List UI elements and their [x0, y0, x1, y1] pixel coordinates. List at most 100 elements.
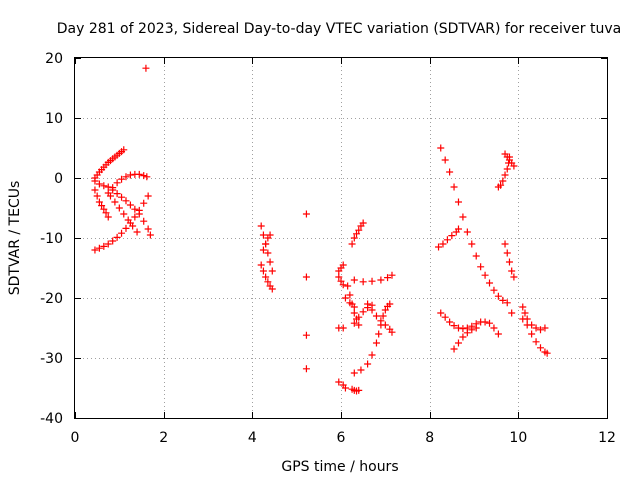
data-point — [384, 274, 392, 282]
data-point — [459, 333, 467, 341]
data-point — [95, 198, 103, 206]
y-tick-label: 20 — [45, 51, 63, 67]
y-tick-label: -10 — [40, 231, 63, 247]
data-point — [381, 306, 389, 314]
x-tick-label: 0 — [71, 430, 80, 446]
data-point — [494, 330, 502, 338]
data-point — [437, 144, 445, 152]
data-point — [377, 317, 385, 325]
data-point — [109, 237, 117, 245]
data-point — [372, 339, 380, 347]
data-point — [350, 303, 358, 311]
data-point — [350, 319, 358, 327]
data-point — [104, 213, 112, 221]
data-point — [100, 242, 108, 250]
data-point — [490, 324, 498, 332]
data-point — [257, 222, 265, 230]
x-tick-label: 12 — [598, 430, 616, 446]
data-point — [386, 300, 394, 308]
chart-title: Day 281 of 2023, Sidereal Day-to-day VTE… — [57, 21, 621, 37]
data-point — [477, 263, 485, 271]
data-point — [95, 244, 103, 252]
x-tick-label: 4 — [248, 430, 257, 446]
data-point — [95, 180, 103, 188]
data-point — [131, 213, 139, 221]
data-point — [140, 217, 148, 225]
data-point — [472, 324, 480, 332]
data-point — [446, 318, 454, 326]
data-point — [104, 240, 112, 248]
data-point — [499, 177, 507, 185]
data-point — [497, 181, 505, 189]
data-point — [268, 285, 276, 293]
data-point — [501, 240, 509, 248]
data-point — [120, 146, 128, 154]
data-point — [463, 228, 471, 236]
data-point — [122, 173, 130, 181]
data-point — [140, 172, 148, 180]
data-point — [259, 267, 267, 275]
data-point — [355, 321, 363, 329]
data-point — [519, 303, 527, 311]
data-point — [439, 240, 447, 248]
data-point — [129, 222, 137, 230]
data-point — [435, 243, 443, 251]
data-point — [355, 386, 363, 394]
data-point — [264, 249, 272, 257]
data-point — [503, 299, 511, 307]
data-point — [126, 201, 134, 209]
data-point — [543, 349, 551, 357]
data-point — [441, 156, 449, 164]
data-point — [443, 236, 451, 244]
data-point — [357, 366, 365, 374]
data-point — [266, 258, 274, 266]
data-point — [262, 240, 270, 248]
data-point — [486, 279, 494, 287]
y-tick-label: 10 — [45, 111, 63, 127]
data-point — [344, 282, 352, 290]
data-point — [454, 198, 462, 206]
data-point — [346, 299, 354, 307]
data-point — [259, 231, 267, 239]
data-point — [350, 276, 358, 284]
data-point — [368, 306, 376, 314]
data-point — [91, 246, 99, 254]
data-point — [494, 292, 502, 300]
data-point — [102, 209, 110, 217]
y-axis-label: SDTVAR / TECUs — [7, 181, 23, 296]
data-point — [135, 206, 143, 214]
data-point — [490, 286, 498, 294]
data-point — [501, 171, 509, 179]
data-point — [532, 324, 540, 332]
data-series — [91, 64, 551, 395]
data-point — [98, 202, 106, 210]
data-point — [355, 226, 363, 234]
data-point — [372, 312, 380, 320]
data-point — [266, 231, 274, 239]
data-point — [142, 64, 150, 72]
data-point — [388, 328, 396, 336]
data-point — [341, 294, 349, 302]
data-point — [146, 231, 154, 239]
data-point — [450, 322, 458, 330]
data-point — [503, 249, 511, 257]
data-point — [519, 315, 527, 323]
x-tick-label: 6 — [337, 430, 346, 446]
data-point — [113, 233, 121, 241]
data-point — [450, 345, 458, 353]
data-point — [359, 278, 367, 286]
x-tick-label: 10 — [509, 430, 527, 446]
data-point — [523, 321, 531, 329]
data-point — [537, 344, 544, 352]
data-point — [481, 318, 489, 326]
grid — [75, 58, 607, 418]
data-point — [93, 192, 101, 200]
data-point — [377, 276, 385, 284]
data-point — [508, 309, 516, 317]
data-point — [528, 330, 536, 338]
data-point — [463, 329, 471, 337]
data-point — [359, 219, 367, 227]
data-point — [118, 229, 126, 237]
data-point — [133, 228, 141, 236]
data-point — [448, 232, 456, 240]
